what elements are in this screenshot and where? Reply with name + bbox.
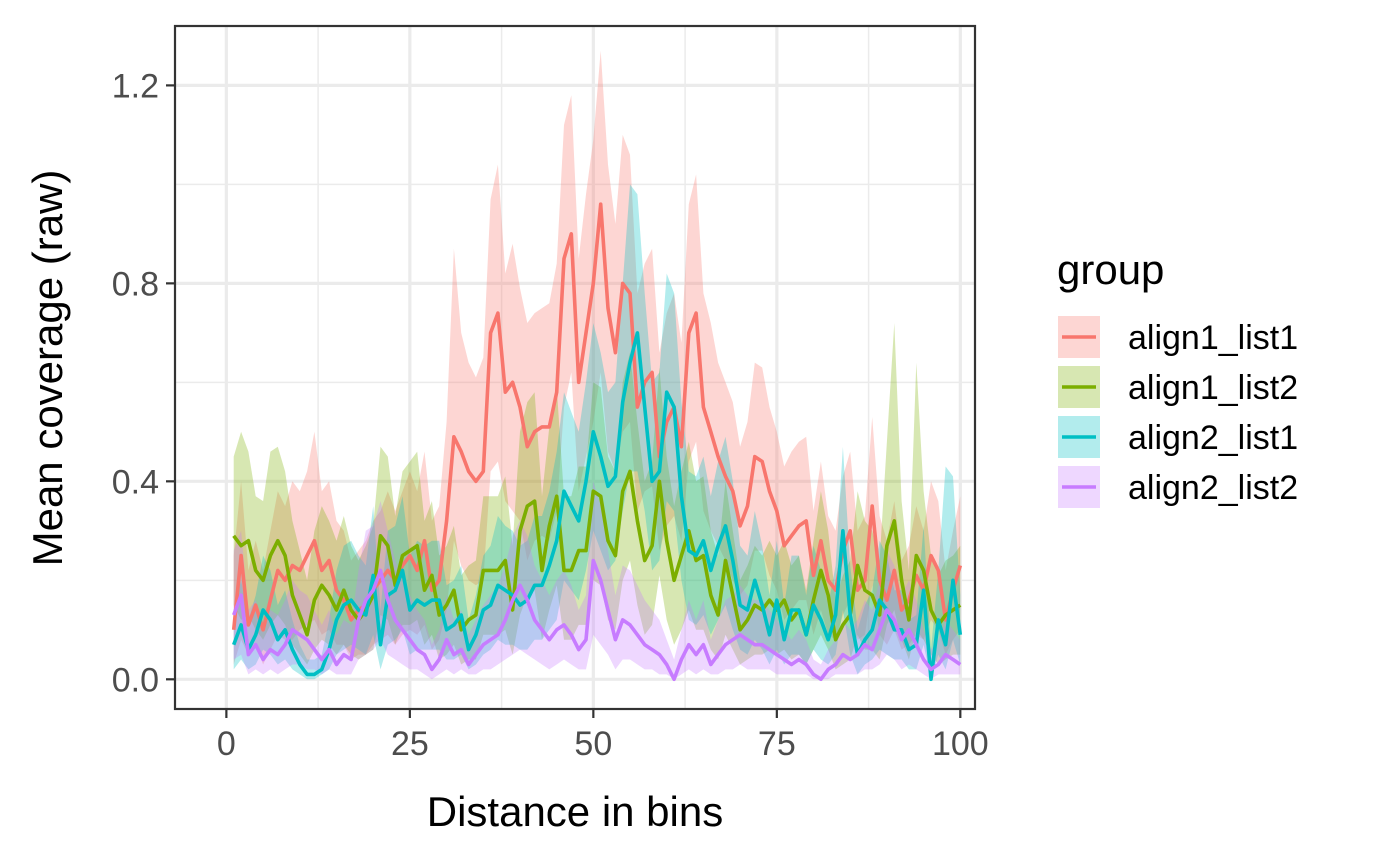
x-axis: 0 25 50 75 100 — [217, 709, 989, 763]
line-align2-list2 — [232, 558, 962, 682]
y-tick-label: 1.2 — [112, 67, 159, 105]
legend-label-align2-list2: align2_list2 — [1128, 469, 1298, 507]
y-axis-title: Mean coverage (raw) — [24, 170, 71, 567]
y-axis: 0.0 0.4 0.8 1.2 — [112, 67, 175, 699]
line-align2-list1 — [232, 331, 963, 682]
y-tick-label: 0.4 — [112, 463, 159, 501]
x-tick-label: 75 — [758, 725, 796, 763]
plot-panel-border — [173, 24, 977, 711]
x-tick-label: 50 — [574, 725, 612, 763]
legend-label-align1-list1: align1_list1 — [1128, 319, 1298, 357]
legend-label-align1-list2: align1_list2 — [1128, 369, 1298, 407]
ribbon-align2-list2 — [233, 481, 961, 680]
line-align1-list2 — [232, 469, 962, 642]
x-tick-label: 100 — [932, 725, 989, 763]
ribbon-align1-list2 — [233, 323, 961, 670]
legend-label-align2-list1: align2_list1 — [1128, 419, 1298, 457]
y-tick-label: 0.8 — [112, 265, 159, 303]
legend-title: group — [1057, 246, 1164, 293]
ribbon-align2-list1 — [233, 184, 961, 680]
series-lines — [231, 202, 963, 682]
y-tick-label: 0.0 — [112, 661, 159, 699]
legend: group align1_list1 align1_list2 align2_lis… — [1057, 246, 1298, 508]
x-axis-title: Distance in bins — [427, 788, 723, 835]
x-tick-label: 0 — [217, 725, 236, 763]
x-tick-label: 25 — [391, 725, 429, 763]
